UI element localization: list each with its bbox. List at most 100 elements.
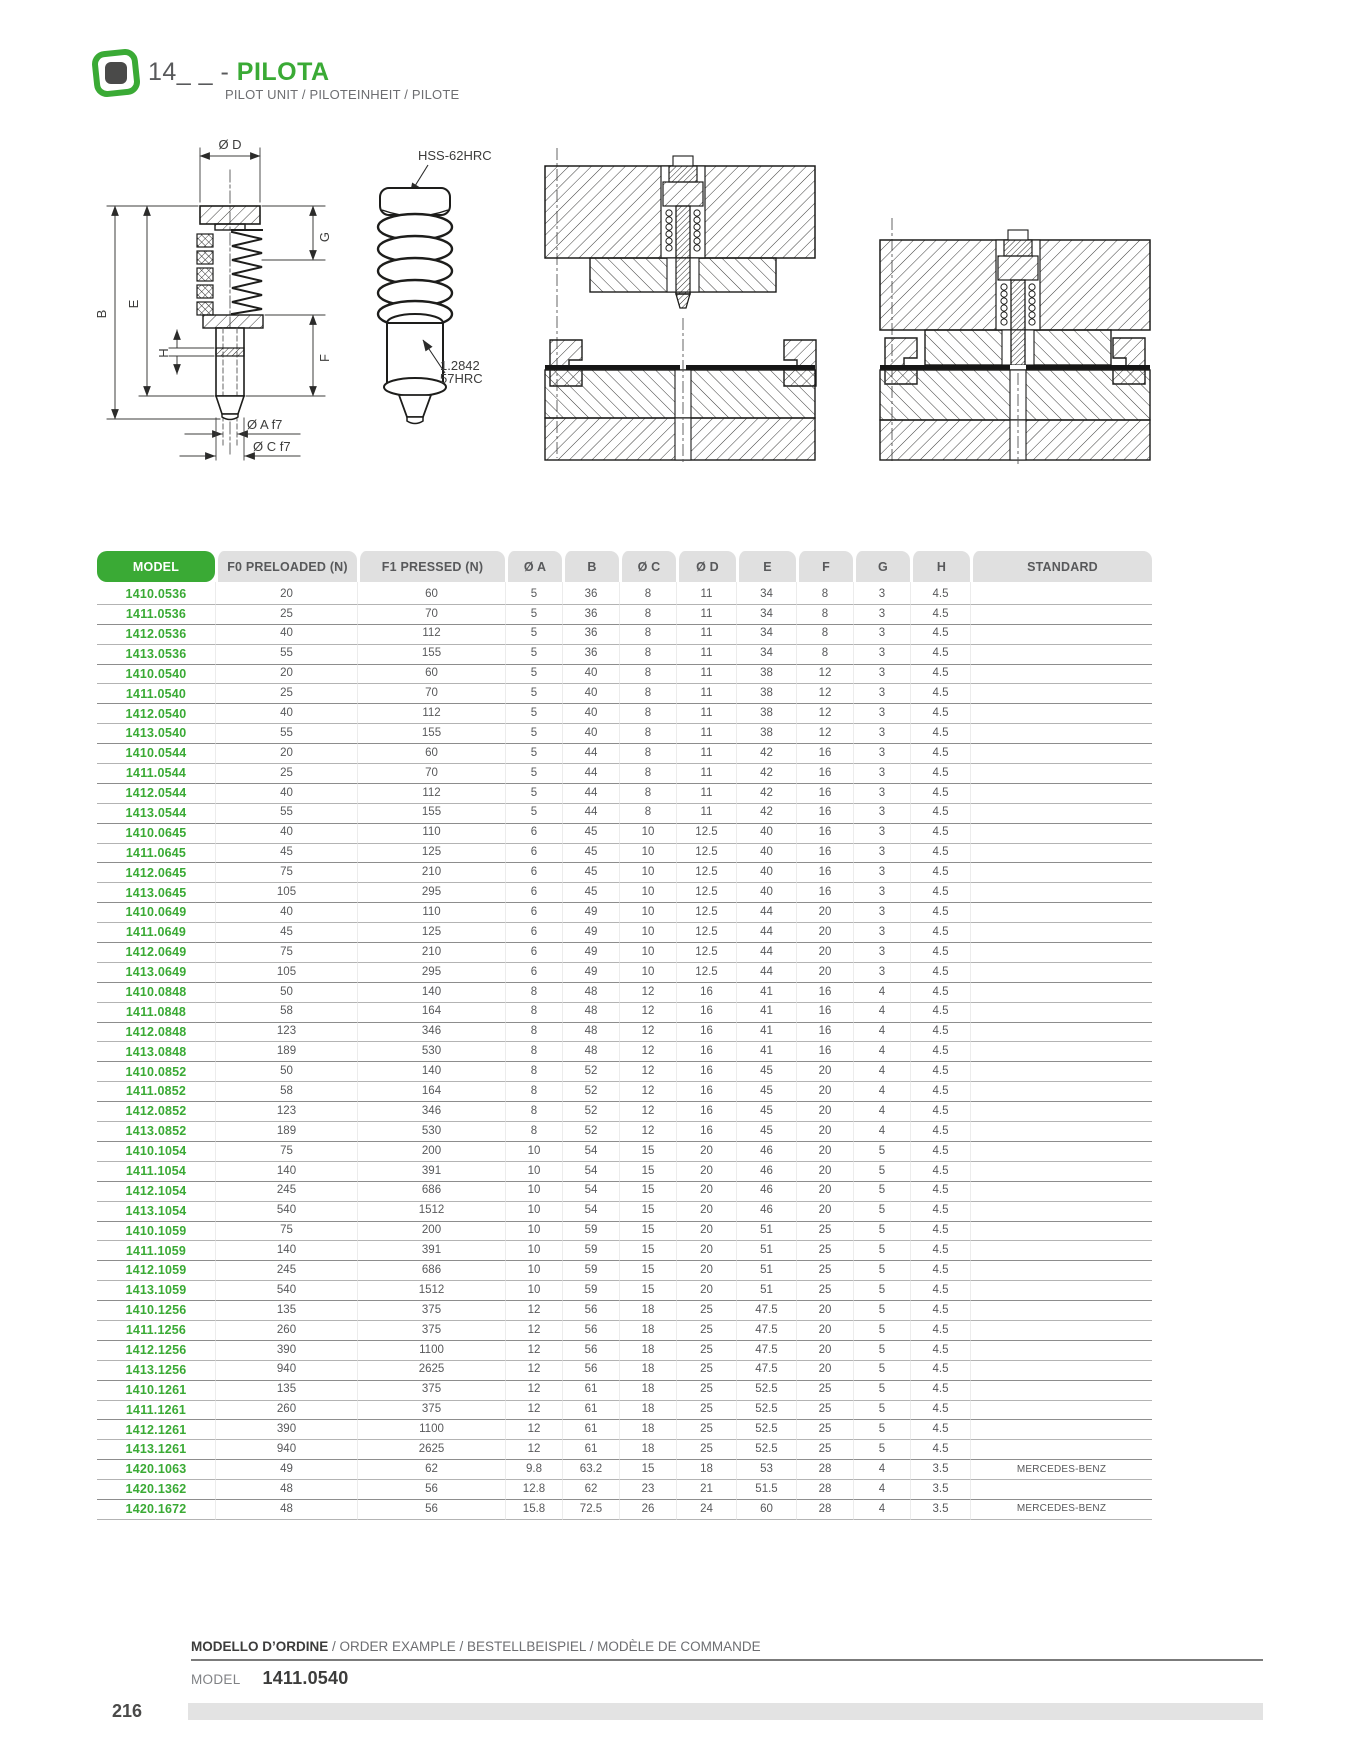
- value-cell: 38: [736, 704, 796, 725]
- value-cell: 112: [357, 624, 505, 645]
- value-cell: 51.5: [736, 1480, 796, 1500]
- standard-cell: [970, 783, 1152, 804]
- value-cell: 12: [505, 1340, 562, 1361]
- value-cell: 41: [736, 1022, 796, 1043]
- value-cell: 62: [562, 1480, 619, 1500]
- value-cell: 1512: [357, 1281, 505, 1302]
- value-cell: 3: [853, 764, 910, 784]
- model-cell: 1410.1059: [97, 1222, 215, 1242]
- value-cell: 48: [562, 982, 619, 1003]
- value-cell: 34: [736, 582, 796, 605]
- model-cell: 1410.0544: [97, 744, 215, 765]
- value-cell: 12.5: [676, 943, 736, 963]
- value-cell: 105: [215, 962, 357, 983]
- value-cell: 49: [562, 962, 619, 983]
- value-cell: 20: [796, 1201, 853, 1222]
- value-cell: 59: [562, 1221, 619, 1242]
- value-cell: 45: [562, 823, 619, 844]
- value-cell: 16: [796, 823, 853, 844]
- value-cell: 4.5: [910, 1042, 970, 1063]
- value-cell: 3: [853, 863, 910, 884]
- model-cell: 1410.1256: [97, 1301, 215, 1321]
- value-cell: 8: [505, 1062, 562, 1083]
- value-cell: 4.5: [910, 1320, 970, 1341]
- brand-logo: [90, 47, 142, 99]
- value-cell: 4: [853, 1062, 910, 1083]
- value-cell: 3: [853, 823, 910, 844]
- value-cell: 1512: [357, 1201, 505, 1222]
- value-cell: 20: [796, 1340, 853, 1361]
- value-cell: 40: [215, 704, 357, 725]
- value-cell: 5: [505, 624, 562, 645]
- value-cell: 5: [505, 724, 562, 745]
- standard-cell: [970, 1360, 1152, 1381]
- value-cell: 18: [619, 1420, 676, 1441]
- value-cell: 4.5: [910, 843, 970, 864]
- value-cell: 15.8: [505, 1499, 562, 1520]
- value-cell: 45: [562, 863, 619, 884]
- value-cell: 25: [796, 1261, 853, 1282]
- page-subtitle: PILOT UNIT / PILOTEINHEIT / PILOTE: [225, 87, 460, 102]
- value-cell: 15: [619, 1221, 676, 1242]
- model-cell: 1411.0852: [97, 1082, 215, 1103]
- table-row: 1410.0852 50 140 8 52 12 16 45 20 4 4.5: [97, 1062, 1152, 1083]
- value-cell: 12: [619, 1122, 676, 1142]
- value-cell: 36: [562, 604, 619, 625]
- value-cell: 4.5: [910, 704, 970, 725]
- value-cell: 55: [215, 803, 357, 824]
- table-row: 1413.1256 940 2625 12 56 18 25 47.5 20 5 4.5: [97, 1360, 1152, 1381]
- value-cell: 49: [215, 1460, 357, 1481]
- value-cell: 63.2: [562, 1460, 619, 1481]
- value-cell: 3: [853, 962, 910, 983]
- value-cell: 48: [215, 1480, 357, 1500]
- value-cell: 1100: [357, 1420, 505, 1441]
- value-cell: 16: [796, 863, 853, 884]
- value-cell: 49: [562, 923, 619, 944]
- value-cell: 8: [505, 1102, 562, 1123]
- value-cell: 8: [619, 803, 676, 824]
- value-cell: 189: [215, 1122, 357, 1142]
- value-cell: 4.5: [910, 943, 970, 963]
- standard-cell: [970, 1420, 1152, 1441]
- order-example-model-row: MODEL 1411.0540: [191, 1668, 1263, 1689]
- dim-label-diameter-c: Ø C f7: [253, 439, 291, 454]
- value-cell: 4.5: [910, 1400, 970, 1421]
- value-cell: 20: [796, 1161, 853, 1182]
- value-cell: 4.5: [910, 962, 970, 983]
- table-row: 1412.1054 245 686 10 54 15 20 46 20 5 4.5: [97, 1181, 1152, 1202]
- value-cell: 112: [357, 704, 505, 725]
- value-cell: 11: [676, 644, 736, 665]
- value-cell: 52: [562, 1062, 619, 1083]
- value-cell: 58: [215, 1082, 357, 1103]
- value-cell: 10: [505, 1261, 562, 1282]
- value-cell: 59: [562, 1261, 619, 1282]
- value-cell: 3: [853, 803, 910, 824]
- value-cell: 8: [619, 764, 676, 784]
- value-cell: 260: [215, 1320, 357, 1341]
- value-cell: 5: [853, 1380, 910, 1401]
- value-cell: 12: [619, 1082, 676, 1103]
- table-row: 1412.0649 75 210 6 49 10 12.5 44 20 3 4.5: [97, 943, 1152, 963]
- value-cell: 18: [619, 1400, 676, 1421]
- model-cell: 1412.0649: [97, 943, 215, 963]
- value-cell: 12: [619, 1062, 676, 1083]
- standard-cell: [970, 744, 1152, 765]
- table-row: 1410.0544 20 60 5 44 8 11 42 16 3 4.5: [97, 744, 1152, 765]
- model-cell: 1411.0536: [97, 605, 215, 625]
- value-cell: 11: [676, 684, 736, 705]
- model-cell: 1411.1256: [97, 1321, 215, 1341]
- model-cell: 1411.0848: [97, 1003, 215, 1023]
- value-cell: 5: [505, 664, 562, 685]
- value-cell: 11: [676, 582, 736, 605]
- pilot-pictorial-view: HSS-62HRC 1.2842 57HRC: [376, 148, 492, 425]
- standard-cell: [970, 704, 1152, 725]
- value-cell: 36: [562, 582, 619, 605]
- value-cell: 375: [357, 1380, 505, 1401]
- value-cell: 36: [562, 624, 619, 645]
- value-cell: 2625: [357, 1360, 505, 1381]
- table-row: 1413.0544 55 155 5 44 8 11 42 16 3 4.5: [97, 803, 1152, 824]
- order-example-heading-bold: MODELLO D’ORDINE: [191, 1639, 329, 1654]
- table-row: 1411.1256 260 375 12 56 18 25 47.5 20 5 4.5: [97, 1320, 1152, 1341]
- value-cell: 3.5: [910, 1460, 970, 1481]
- value-cell: 6: [505, 883, 562, 904]
